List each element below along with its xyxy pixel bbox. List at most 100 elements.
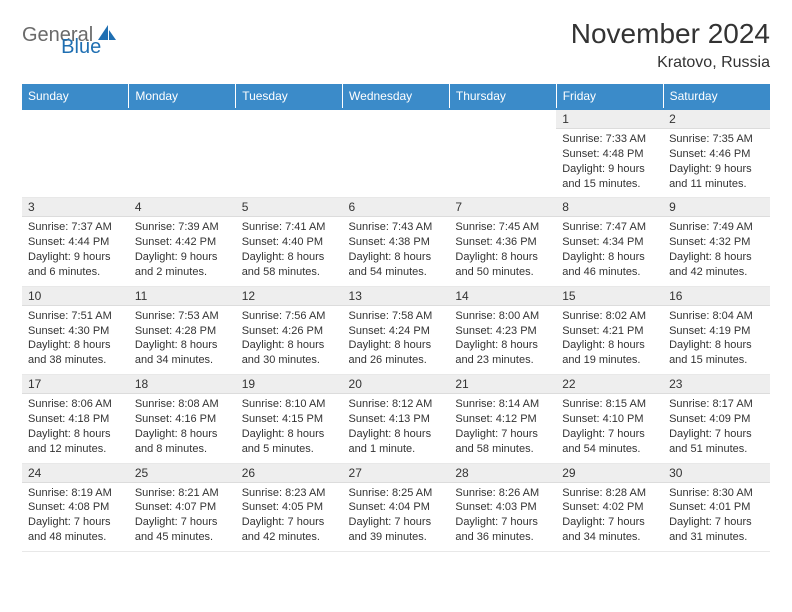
day-data-cell: Sunrise: 7:37 AMSunset: 4:44 PMDaylight:… [22, 217, 129, 286]
logo-text-2: Blue [61, 36, 101, 59]
daylight-text: Daylight: 7 hours and 31 minutes. [669, 515, 764, 545]
day-number-cell [343, 109, 450, 129]
sunset-text: Sunset: 4:48 PM [562, 147, 657, 162]
sunrise-text: Sunrise: 8:23 AM [242, 486, 337, 501]
day-data-cell: Sunrise: 8:21 AMSunset: 4:07 PMDaylight:… [129, 482, 236, 551]
daylight-text: Daylight: 9 hours and 6 minutes. [28, 250, 123, 280]
day-number-cell: 27 [343, 463, 450, 482]
day-number-cell: 16 [663, 286, 770, 305]
daylight-text: Daylight: 7 hours and 58 minutes. [455, 427, 550, 457]
calendar-page: General Blue November 2024 Kratovo, Russ… [0, 0, 792, 562]
day-number-row: 10111213141516 [22, 286, 770, 305]
sunrise-text: Sunrise: 8:14 AM [455, 397, 550, 412]
day-number-cell: 25 [129, 463, 236, 482]
sunrise-text: Sunrise: 8:15 AM [562, 397, 657, 412]
sunrise-text: Sunrise: 7:47 AM [562, 220, 657, 235]
sunrise-text: Sunrise: 8:06 AM [28, 397, 123, 412]
sunset-text: Sunset: 4:09 PM [669, 412, 764, 427]
sunset-text: Sunset: 4:05 PM [242, 500, 337, 515]
daylight-text: Daylight: 8 hours and 50 minutes. [455, 250, 550, 280]
weekday-header: Thursday [449, 84, 556, 109]
weekday-header: Sunday [22, 84, 129, 109]
day-number-row: 12 [22, 109, 770, 129]
day-number-cell: 19 [236, 375, 343, 394]
daylight-text: Daylight: 7 hours and 34 minutes. [562, 515, 657, 545]
day-number-row: 24252627282930 [22, 463, 770, 482]
day-data-cell: Sunrise: 7:41 AMSunset: 4:40 PMDaylight:… [236, 217, 343, 286]
day-number-cell: 26 [236, 463, 343, 482]
sunset-text: Sunset: 4:10 PM [562, 412, 657, 427]
weekday-header: Monday [129, 84, 236, 109]
day-data-row: Sunrise: 7:37 AMSunset: 4:44 PMDaylight:… [22, 217, 770, 286]
daylight-text: Daylight: 8 hours and 38 minutes. [28, 338, 123, 368]
sunrise-text: Sunrise: 7:39 AM [135, 220, 230, 235]
day-data-cell: Sunrise: 7:35 AMSunset: 4:46 PMDaylight:… [663, 129, 770, 198]
day-number-cell [449, 109, 556, 129]
sunrise-text: Sunrise: 7:37 AM [28, 220, 123, 235]
sunset-text: Sunset: 4:16 PM [135, 412, 230, 427]
sunset-text: Sunset: 4:24 PM [349, 324, 444, 339]
sunrise-text: Sunrise: 7:51 AM [28, 309, 123, 324]
sunrise-text: Sunrise: 8:12 AM [349, 397, 444, 412]
day-data-cell: Sunrise: 8:02 AMSunset: 4:21 PMDaylight:… [556, 305, 663, 374]
day-data-cell [343, 129, 450, 198]
daylight-text: Daylight: 8 hours and 34 minutes. [135, 338, 230, 368]
day-number-cell: 17 [22, 375, 129, 394]
day-data-cell: Sunrise: 8:28 AMSunset: 4:02 PMDaylight:… [556, 482, 663, 551]
sunrise-text: Sunrise: 7:58 AM [349, 309, 444, 324]
sunset-text: Sunset: 4:30 PM [28, 324, 123, 339]
calendar-table: Sunday Monday Tuesday Wednesday Thursday… [22, 84, 770, 552]
sunset-text: Sunset: 4:18 PM [28, 412, 123, 427]
sunrise-text: Sunrise: 8:00 AM [455, 309, 550, 324]
day-data-row: Sunrise: 8:19 AMSunset: 4:08 PMDaylight:… [22, 482, 770, 551]
day-data-cell [236, 129, 343, 198]
day-data-cell: Sunrise: 7:51 AMSunset: 4:30 PMDaylight:… [22, 305, 129, 374]
daylight-text: Daylight: 8 hours and 23 minutes. [455, 338, 550, 368]
day-data-cell: Sunrise: 7:39 AMSunset: 4:42 PMDaylight:… [129, 217, 236, 286]
sunrise-text: Sunrise: 7:53 AM [135, 309, 230, 324]
sunrise-text: Sunrise: 7:33 AM [562, 132, 657, 147]
day-number-cell: 21 [449, 375, 556, 394]
sunrise-text: Sunrise: 8:19 AM [28, 486, 123, 501]
sunrise-text: Sunrise: 7:35 AM [669, 132, 764, 147]
daylight-text: Daylight: 7 hours and 42 minutes. [242, 515, 337, 545]
daylight-text: Daylight: 8 hours and 26 minutes. [349, 338, 444, 368]
daylight-text: Daylight: 8 hours and 30 minutes. [242, 338, 337, 368]
sunrise-text: Sunrise: 8:17 AM [669, 397, 764, 412]
day-data-cell: Sunrise: 7:49 AMSunset: 4:32 PMDaylight:… [663, 217, 770, 286]
daylight-text: Daylight: 7 hours and 48 minutes. [28, 515, 123, 545]
sunrise-text: Sunrise: 8:08 AM [135, 397, 230, 412]
sunset-text: Sunset: 4:19 PM [669, 324, 764, 339]
sunrise-text: Sunrise: 8:04 AM [669, 309, 764, 324]
day-number-cell: 10 [22, 286, 129, 305]
day-data-cell: Sunrise: 7:53 AMSunset: 4:28 PMDaylight:… [129, 305, 236, 374]
day-data-cell: Sunrise: 7:43 AMSunset: 4:38 PMDaylight:… [343, 217, 450, 286]
day-number-cell: 14 [449, 286, 556, 305]
sunset-text: Sunset: 4:46 PM [669, 147, 764, 162]
sunset-text: Sunset: 4:15 PM [242, 412, 337, 427]
day-data-cell: Sunrise: 8:08 AMSunset: 4:16 PMDaylight:… [129, 394, 236, 463]
day-data-cell: Sunrise: 7:33 AMSunset: 4:48 PMDaylight:… [556, 129, 663, 198]
day-number-cell: 3 [22, 198, 129, 217]
day-number-cell: 9 [663, 198, 770, 217]
day-number-cell: 18 [129, 375, 236, 394]
title-block: November 2024 Kratovo, Russia [571, 18, 770, 72]
sunset-text: Sunset: 4:01 PM [669, 500, 764, 515]
day-number-cell: 6 [343, 198, 450, 217]
day-data-cell [129, 129, 236, 198]
day-data-cell: Sunrise: 8:04 AMSunset: 4:19 PMDaylight:… [663, 305, 770, 374]
sunset-text: Sunset: 4:04 PM [349, 500, 444, 515]
daylight-text: Daylight: 8 hours and 42 minutes. [669, 250, 764, 280]
daylight-text: Daylight: 8 hours and 12 minutes. [28, 427, 123, 457]
day-number-cell: 8 [556, 198, 663, 217]
day-number-row: 3456789 [22, 198, 770, 217]
day-data-cell: Sunrise: 8:14 AMSunset: 4:12 PMDaylight:… [449, 394, 556, 463]
day-number-cell: 12 [236, 286, 343, 305]
daylight-text: Daylight: 7 hours and 54 minutes. [562, 427, 657, 457]
daylight-text: Daylight: 7 hours and 39 minutes. [349, 515, 444, 545]
daylight-text: Daylight: 8 hours and 46 minutes. [562, 250, 657, 280]
sunset-text: Sunset: 4:32 PM [669, 235, 764, 250]
sunset-text: Sunset: 4:03 PM [455, 500, 550, 515]
day-number-cell: 13 [343, 286, 450, 305]
daylight-text: Daylight: 7 hours and 51 minutes. [669, 427, 764, 457]
